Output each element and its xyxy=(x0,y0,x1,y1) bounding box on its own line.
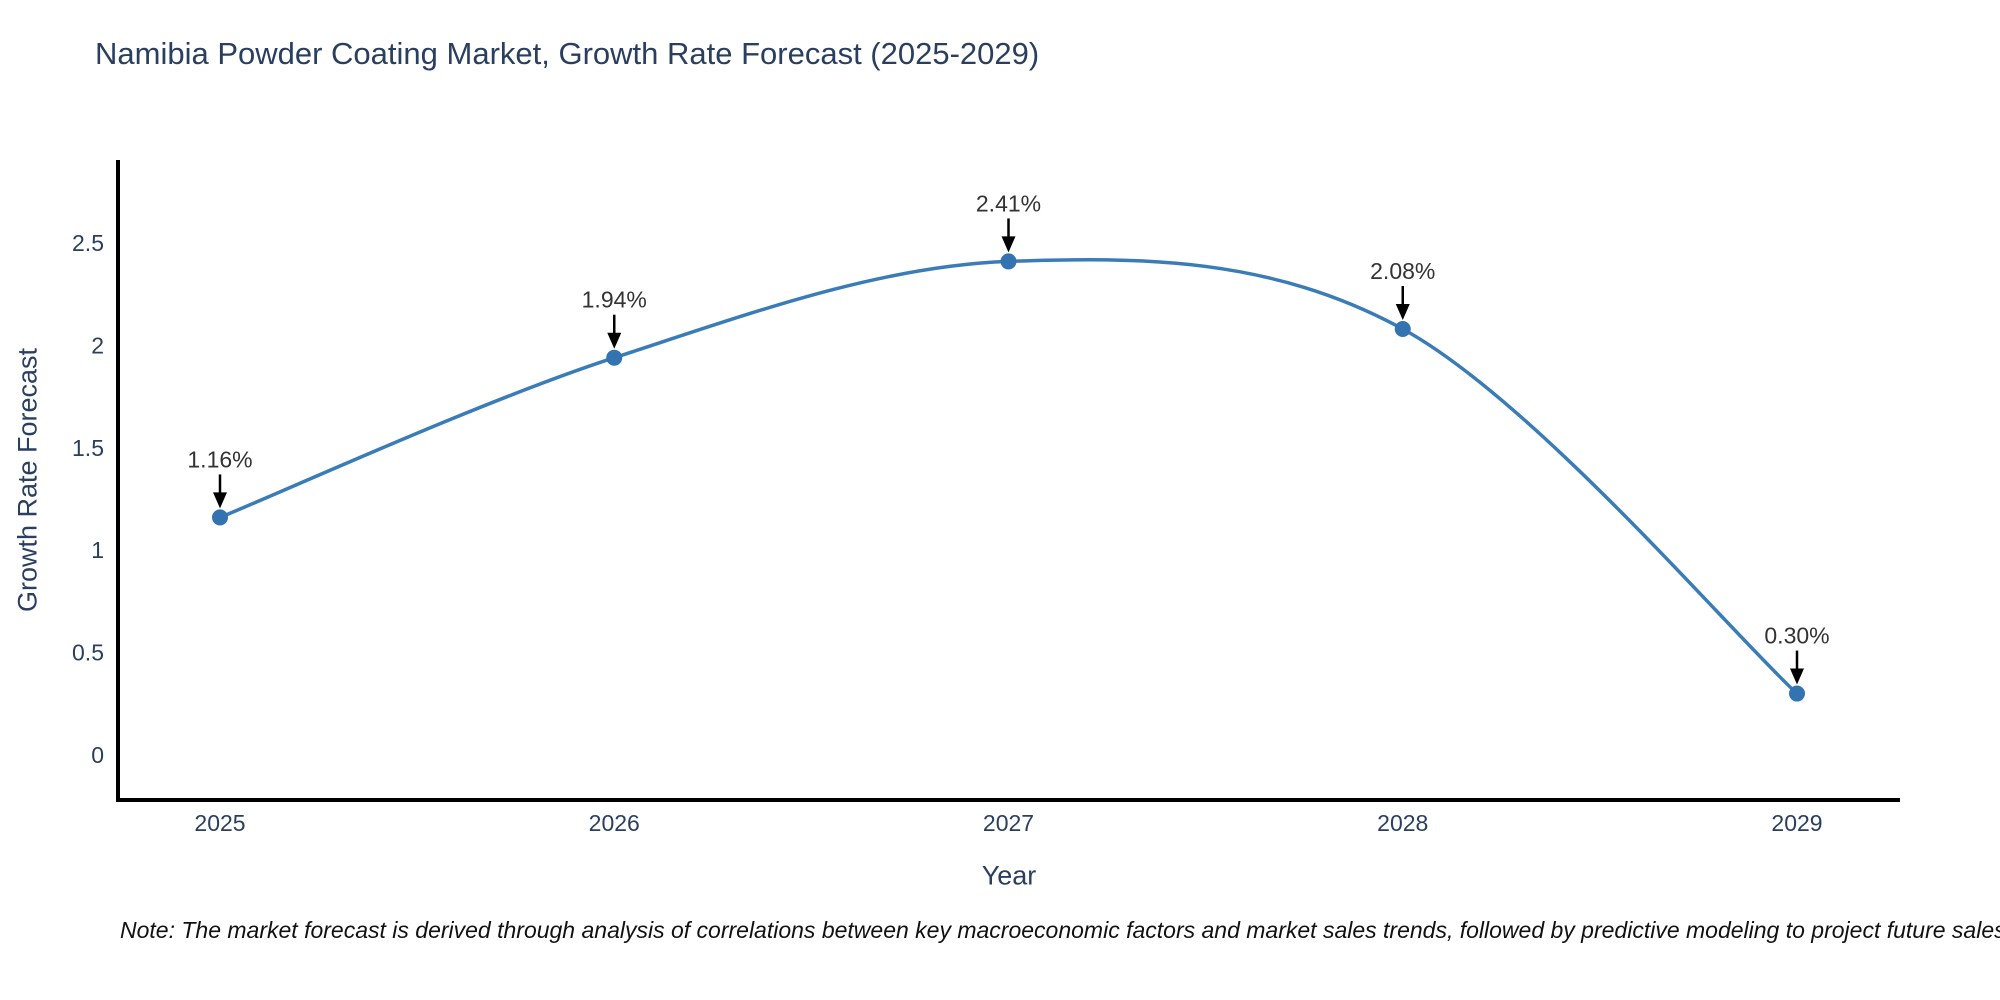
annotation-arrow-head xyxy=(607,332,622,349)
annotation-arrow-head xyxy=(1395,304,1410,321)
data-point-marker xyxy=(606,349,623,366)
y-tick-label: 2.5 xyxy=(72,230,104,256)
data-point-marker xyxy=(1000,253,1017,270)
x-tick-label: 2026 xyxy=(589,810,640,836)
data-point-label: 2.41% xyxy=(976,190,1041,216)
x-tick-label: 2027 xyxy=(983,810,1034,836)
chart-title: Namibia Powder Coating Market, Growth Ra… xyxy=(95,36,1040,71)
annotation-arrow-head xyxy=(1001,236,1016,253)
y-tick-label: 0.5 xyxy=(72,640,104,666)
annotation-arrow-head xyxy=(213,492,227,509)
x-tick-label: 2029 xyxy=(1771,810,1822,836)
data-point-marker xyxy=(212,509,228,526)
data-point-label: 1.94% xyxy=(582,287,647,313)
data-point-label: 1.16% xyxy=(187,446,252,472)
annotation-arrow-head xyxy=(1790,668,1804,685)
y-tick-label: 0 xyxy=(91,742,104,768)
data-point-marker xyxy=(1394,321,1411,338)
y-axis-title: Growth Rate Forecast xyxy=(12,347,43,613)
x-tick-label: 2028 xyxy=(1377,810,1428,836)
y-tick-label: 2 xyxy=(91,332,104,358)
data-point-label: 2.08% xyxy=(1370,258,1435,284)
forecast-line xyxy=(219,257,1799,695)
footnote: Note: The market forecast is derived thr… xyxy=(120,917,2000,943)
data-point-label: 0.30% xyxy=(1764,623,1829,649)
x-tick-label: 2025 xyxy=(194,810,245,836)
data-point-marker xyxy=(1789,685,1805,702)
x-axis-title: Year xyxy=(981,860,1037,891)
y-tick-label: 1.5 xyxy=(72,435,104,461)
y-tick-label: 1 xyxy=(91,537,104,563)
